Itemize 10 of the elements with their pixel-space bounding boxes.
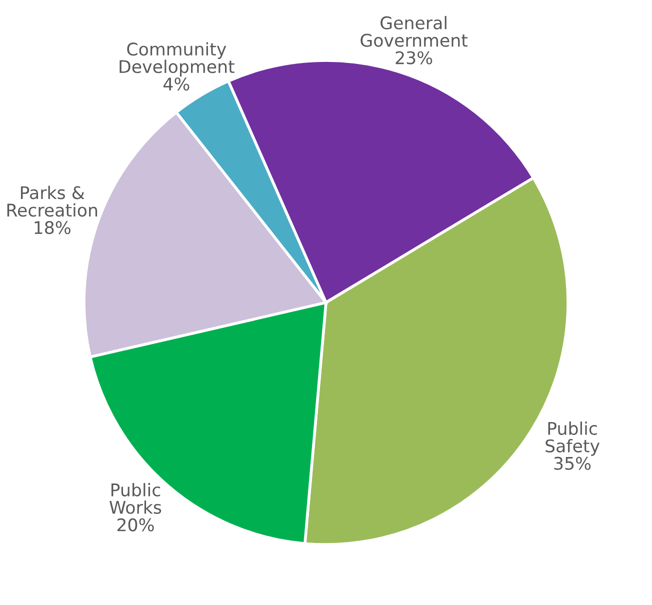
data-label: 4% (164, 77, 190, 91)
data-label: 18% (34, 221, 70, 234)
data-label: 35% (554, 456, 591, 470)
data-label: 23% (396, 51, 432, 64)
slice-label: Public Works (110, 483, 162, 514)
slice-label: Parks & Recreation (7, 186, 98, 217)
slice-label: Community Development (120, 42, 234, 76)
data-label: 20% (117, 518, 154, 532)
slice-label: Public Safety (546, 422, 600, 456)
slice-label: General Government (360, 16, 468, 47)
